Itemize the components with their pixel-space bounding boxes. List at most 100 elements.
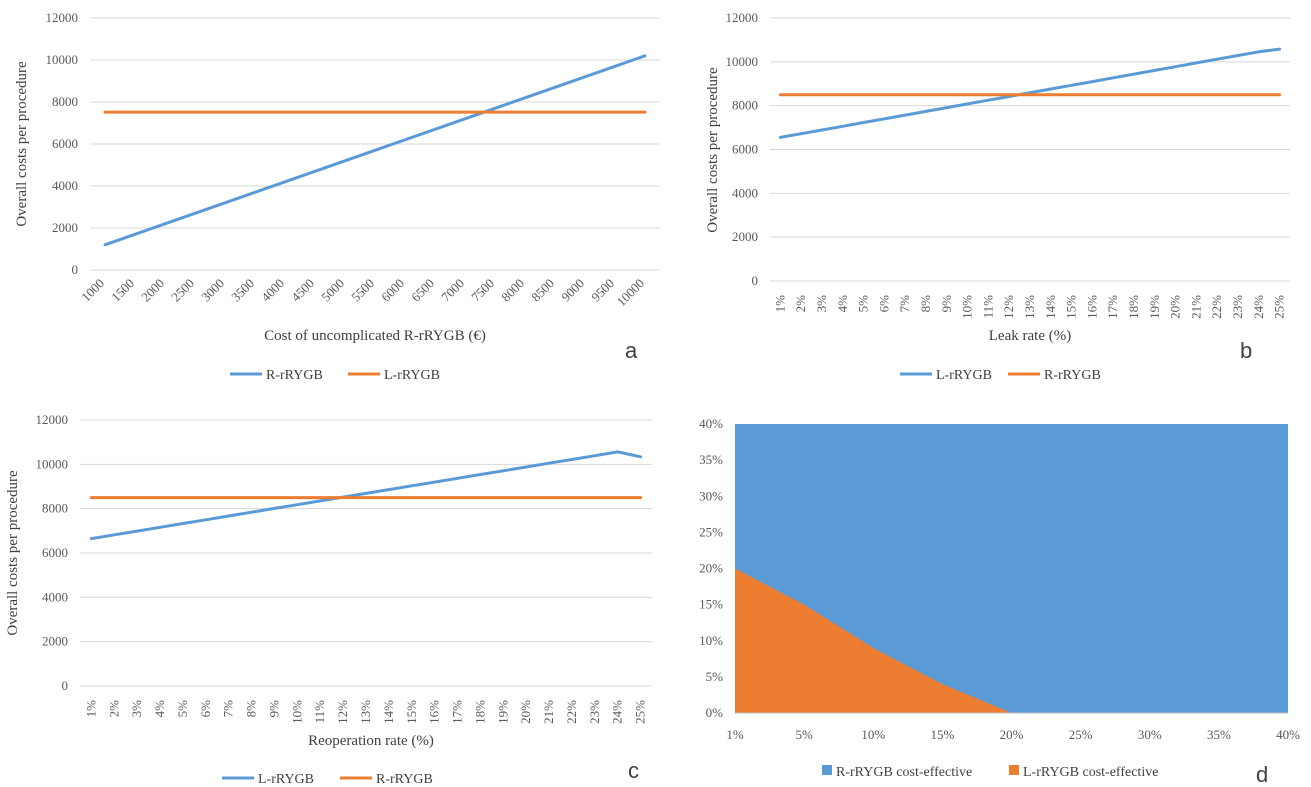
area-l-rrygb-cost-effective [735, 568, 1288, 713]
x-tick-label: 24% [1251, 295, 1266, 319]
x-tick-label: 23% [587, 700, 602, 724]
y-tick-label: 0% [706, 705, 724, 720]
x-tick-label: 10000 [614, 276, 648, 310]
x-tick-label: 8000 [498, 276, 527, 305]
x-tick-label: 4% [835, 295, 850, 313]
x-tick-label: 23% [1230, 295, 1245, 319]
x-tick-label: 12% [1001, 295, 1016, 319]
x-tick-label: 5% [175, 700, 190, 718]
x-tick-label: 1500 [108, 276, 137, 305]
y-tick-label: 2000 [732, 229, 758, 244]
x-tick-label: 8% [918, 295, 933, 313]
y-tick-label: 10000 [726, 54, 759, 69]
y-tick-label: 5% [706, 669, 724, 684]
x-tick-label: 9000 [558, 276, 587, 305]
y-tick-label: 0 [752, 273, 759, 288]
y-tick-label: 40% [699, 416, 723, 431]
x-tick-label: 10% [861, 727, 885, 742]
x-tick-label: 2% [106, 700, 121, 718]
x-tick-label: 16% [1084, 295, 1099, 319]
panel-letter: c [628, 758, 639, 783]
x-tick-label: 22% [1209, 295, 1224, 319]
x-tick-label: 7% [221, 700, 236, 718]
x-tick-label: 3% [814, 295, 829, 313]
y-tick-label: 8000 [52, 94, 78, 109]
x-tick-label: 8500 [528, 276, 557, 305]
x-tick-label: 30% [1138, 727, 1162, 742]
x-tick-label: 2% [793, 295, 808, 313]
chart-panel-d: 0% 5% 10% 15% 20% 25% 30% 35% 40% 1% 5% 10% 15% 20% 25… [699, 416, 1300, 787]
x-tick-label: 6% [876, 295, 891, 313]
x-tick-label: 25% [1272, 295, 1287, 319]
x-tick-label: 12% [335, 700, 350, 724]
x-tick-label: 11% [980, 295, 995, 319]
x-tick-label: 14% [1043, 295, 1058, 319]
x-axis-title: Leak rate (%) [989, 328, 1071, 344]
x-axis-title: Reoperation rate (%) [308, 733, 434, 749]
x-tick-label: 3% [129, 700, 144, 718]
legend-label: L-rRYGB [258, 772, 314, 787]
y-axis-title: Overall costs per procedure [5, 470, 21, 636]
legend-label: L-rRYGB [936, 368, 992, 383]
x-tick-label: 11% [312, 700, 327, 724]
x-tick-label: 15% [1064, 295, 1079, 319]
y-tick-label: 20% [699, 561, 723, 576]
y-tick-label: 10% [699, 633, 723, 648]
y-tick-label: 12000 [726, 10, 759, 25]
panel-letter: d [1256, 762, 1268, 787]
x-tick-label: 16% [427, 700, 442, 724]
x-tick-label: 6% [198, 700, 213, 718]
x-tick-label: 25% [633, 700, 648, 724]
x-tick-label: 5% [856, 295, 871, 313]
x-tick-label: 4% [152, 700, 167, 718]
panel-letter: a [625, 338, 638, 363]
x-tick-label: 14% [381, 700, 396, 724]
y-tick-label: 2000 [52, 220, 78, 235]
x-tick-label: 10% [960, 295, 975, 319]
x-tick-label: 22% [564, 700, 579, 724]
y-tick-label: 4000 [52, 178, 78, 193]
x-tick-label: 8% [244, 700, 259, 718]
y-tick-label: 10000 [36, 456, 69, 471]
y-tick-label: 6000 [42, 545, 68, 560]
x-tick-label: 21% [541, 700, 556, 724]
series-line-l-rrygb [89, 450, 643, 541]
x-tick-label: 1% [83, 700, 98, 718]
x-tick-label: 2500 [168, 276, 197, 305]
area-r-rrygb-cost-effective [735, 424, 1288, 713]
x-tick-label: 3000 [198, 276, 227, 305]
x-tick-label: 13% [1022, 295, 1037, 319]
y-axis-title: Overall costs per procedure [705, 67, 721, 233]
x-tick-label: 21% [1188, 295, 1203, 319]
y-tick-label: 0 [72, 262, 79, 277]
x-tick-label: 7000 [438, 276, 467, 305]
y-tick-label: 6000 [52, 136, 78, 151]
x-tick-label: 7500 [468, 276, 497, 305]
x-tick-label: 18% [472, 700, 487, 724]
x-tick-label: 4000 [258, 276, 287, 305]
y-tick-label: 10000 [46, 52, 79, 67]
x-tick-label: 9500 [588, 276, 617, 305]
x-tick-label: 7% [897, 295, 912, 313]
x-tick-label: 13% [358, 700, 373, 724]
x-tick-label: 1% [772, 295, 787, 313]
y-axis-title: Overall costs per procedure [14, 61, 30, 227]
y-tick-label: 12000 [46, 10, 79, 25]
panel-letter: b [1240, 338, 1252, 363]
x-tick-label: 24% [610, 700, 625, 724]
legend-label: R-rRYGB [1044, 368, 1101, 383]
x-tick-label: 6000 [378, 276, 407, 305]
legend-label: R-rRYGB cost-effective [836, 765, 972, 780]
x-tick-label: 35% [1207, 727, 1231, 742]
y-tick-label: 35% [699, 452, 723, 467]
x-tick-label: 19% [495, 700, 510, 724]
x-tick-label: 1% [726, 727, 744, 742]
y-tick-label: 8000 [42, 501, 68, 516]
x-tick-label: 9% [939, 295, 954, 313]
y-tick-label: 4000 [732, 185, 758, 200]
x-tick-label: 9% [266, 700, 281, 718]
x-tick-label: 15% [404, 700, 419, 724]
series-line-l-rrygb [778, 47, 1282, 139]
x-tick-label: 5000 [318, 276, 347, 305]
